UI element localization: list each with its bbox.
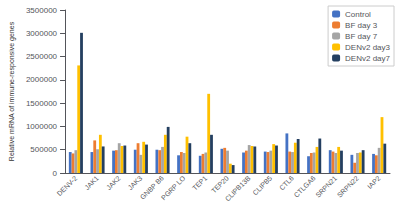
svg-text:JAK2: JAK2 <box>105 174 122 191</box>
svg-text:DENv2 day3: DENv2 day3 <box>345 43 390 52</box>
svg-text:2000000: 2000000 <box>26 75 58 84</box>
svg-text:TEP1: TEP1 <box>191 174 208 191</box>
svg-text:SRPN21: SRPN21 <box>314 174 338 198</box>
svg-text:0: 0 <box>53 169 58 178</box>
svg-text:GNBP B6: GNBP B6 <box>138 174 165 201</box>
svg-text:1500000: 1500000 <box>26 99 58 108</box>
svg-text:JAK1: JAK1 <box>83 174 100 191</box>
svg-text:1000000: 1000000 <box>26 122 58 131</box>
svg-text:CTL6: CTL6 <box>278 174 295 191</box>
svg-text:DENv2 day7: DENv2 day7 <box>345 54 390 63</box>
svg-text:JAK3: JAK3 <box>127 174 144 191</box>
svg-text:CLIPB5: CLIPB5 <box>251 174 273 196</box>
svg-text:TEP20: TEP20 <box>210 174 230 194</box>
svg-text:500000: 500000 <box>30 145 57 154</box>
svg-text:IAP2: IAP2 <box>366 174 382 190</box>
svg-text:2500000: 2500000 <box>26 52 58 61</box>
svg-text:CLIPB13B: CLIPB13B <box>224 174 252 202</box>
svg-text:3500000: 3500000 <box>26 6 58 15</box>
svg-text:DENV-2: DENV-2 <box>56 174 79 197</box>
svg-text:PGRP LO: PGRP LO <box>160 174 187 201</box>
svg-text:CTLGA6: CTLGA6 <box>292 174 316 198</box>
svg-text:BF day 7: BF day 7 <box>345 32 378 41</box>
svg-text:SRPN22: SRPN22 <box>336 174 360 198</box>
svg-text:Control: Control <box>345 10 371 19</box>
svg-text:3000000: 3000000 <box>26 29 58 38</box>
svg-text:Relative mRNA of immune-respon: Relative mRNA of immune-responsive genes <box>8 21 16 161</box>
svg-text:BF day 3: BF day 3 <box>345 21 378 30</box>
